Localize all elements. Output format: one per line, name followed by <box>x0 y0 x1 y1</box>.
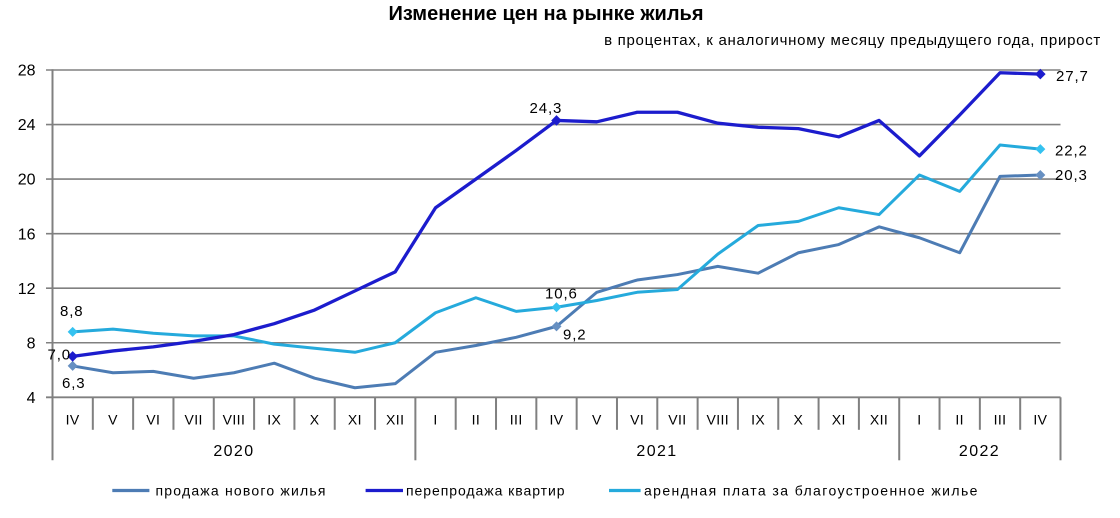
svg-text:I: I <box>433 411 437 427</box>
svg-text:XII: XII <box>870 411 888 427</box>
svg-text:24,3: 24,3 <box>530 100 563 117</box>
svg-text:VI: VI <box>630 411 644 427</box>
svg-text:4: 4 <box>27 390 36 407</box>
svg-text:VIII: VIII <box>223 411 246 427</box>
svg-text:12: 12 <box>18 281 36 298</box>
svg-text:22,2: 22,2 <box>1055 143 1088 160</box>
svg-text:IV: IV <box>549 411 563 427</box>
svg-text:в процентах, к аналогичному ме: в процентах, к аналогичному месяцу преды… <box>604 32 1101 49</box>
svg-text:9,2: 9,2 <box>563 327 587 344</box>
svg-text:16: 16 <box>18 226 36 243</box>
svg-text:IV: IV <box>1033 411 1047 427</box>
svg-text:II: II <box>955 411 964 427</box>
svg-text:27,7: 27,7 <box>1056 68 1089 85</box>
svg-text:IX: IX <box>751 411 765 427</box>
svg-text:10,6: 10,6 <box>545 286 578 303</box>
svg-text:8: 8 <box>27 335 36 352</box>
svg-text:X: X <box>310 411 320 427</box>
svg-text:Изменение цен на рынке жилья: Изменение цен на рынке жилья <box>388 3 703 25</box>
svg-text:20,3: 20,3 <box>1055 167 1088 184</box>
svg-text:24: 24 <box>18 117 36 134</box>
svg-text:6,3: 6,3 <box>62 375 86 392</box>
svg-text:8,8: 8,8 <box>60 303 84 320</box>
svg-text:продажа нового жилья: продажа нового жилья <box>156 483 327 499</box>
svg-text:V: V <box>592 411 602 427</box>
svg-text:IX: IX <box>267 411 281 427</box>
svg-text:XI: XI <box>832 411 846 427</box>
svg-text:I: I <box>917 411 921 427</box>
svg-text:2021: 2021 <box>636 443 677 460</box>
svg-text:V: V <box>108 411 118 427</box>
svg-text:IV: IV <box>66 411 80 427</box>
svg-text:III: III <box>994 411 1007 427</box>
svg-text:перепродажа квартир: перепродажа квартир <box>406 483 566 499</box>
svg-text:III: III <box>510 411 523 427</box>
svg-text:VI: VI <box>146 411 160 427</box>
svg-text:2022: 2022 <box>959 443 1000 460</box>
svg-text:VII: VII <box>668 411 686 427</box>
svg-text:VII: VII <box>184 411 202 427</box>
svg-text:7,0: 7,0 <box>48 347 72 364</box>
svg-text:XI: XI <box>348 411 362 427</box>
svg-text:28: 28 <box>18 63 36 80</box>
svg-text:2020: 2020 <box>213 443 254 460</box>
svg-text:VIII: VIII <box>706 411 729 427</box>
svg-text:II: II <box>472 411 481 427</box>
svg-text:X: X <box>794 411 804 427</box>
svg-text:XII: XII <box>386 411 404 427</box>
svg-text:20: 20 <box>18 172 36 189</box>
svg-text:арендная плата за благоустроен: арендная плата за благоустроенное жилье <box>644 483 979 499</box>
